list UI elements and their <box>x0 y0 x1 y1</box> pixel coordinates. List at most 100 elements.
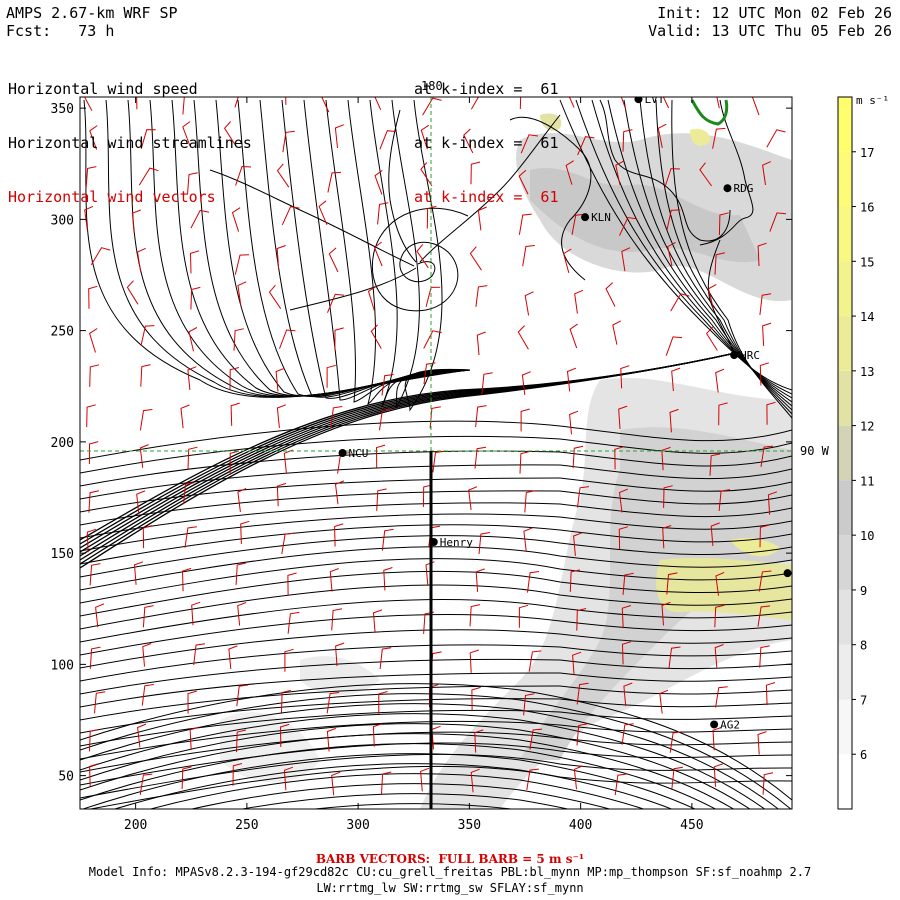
wind-barb <box>470 97 480 110</box>
wind-barb <box>463 128 474 154</box>
colorbar-bin <box>838 589 852 645</box>
header-right: Init: 12 UTC Mon 02 Feb 26 Valid: 13 UTC … <box>648 4 892 40</box>
colorbar-tick-label: 15 <box>860 255 874 269</box>
wind-barb <box>432 450 445 473</box>
station-label: AG2 <box>720 718 740 731</box>
field-level-speed: at k-index = 61 <box>414 80 559 98</box>
wind-barb <box>330 406 343 428</box>
model-info: Model Info: MPASv8.2.3-194-gf29cd82c CU:… <box>0 864 900 896</box>
wind-barb <box>190 286 201 310</box>
wind-barb <box>182 121 191 146</box>
wind-barb <box>528 650 542 672</box>
wind-barb <box>240 520 250 545</box>
wind-barb <box>478 532 490 555</box>
wind-barb <box>718 212 729 236</box>
colorbar-tick-label: 16 <box>860 201 874 215</box>
wind-barb <box>529 728 543 750</box>
wind-barb <box>762 772 774 795</box>
station-marker <box>723 184 732 193</box>
wind-barb <box>751 97 760 116</box>
wind-barb <box>524 291 534 316</box>
wind-barb <box>520 134 539 154</box>
wind-speed-shading <box>220 113 792 809</box>
wind-barb <box>89 328 98 353</box>
wind-barb <box>423 330 442 349</box>
wind-barb <box>518 213 532 235</box>
wind-barb <box>84 205 94 230</box>
wind-barb <box>281 206 300 226</box>
wind-barb <box>420 124 430 150</box>
wind-barb <box>576 682 589 705</box>
streamline <box>369 99 471 407</box>
colorbar-tick-label: 7 <box>860 693 867 707</box>
streamline <box>81 753 697 809</box>
wind-barb <box>287 572 297 596</box>
wind-barb <box>526 768 539 790</box>
wind-barb <box>95 603 105 628</box>
wind-barb <box>519 97 522 110</box>
station-marker <box>581 213 590 222</box>
wind-barb <box>139 444 149 468</box>
streamline <box>148 773 646 809</box>
wind-barb <box>572 651 582 676</box>
wind-barb <box>189 250 200 274</box>
wind-barb <box>276 482 287 507</box>
streamline <box>80 598 792 643</box>
wind-barb <box>621 605 632 629</box>
wind-barb <box>759 293 772 316</box>
wind-barb <box>331 771 341 796</box>
wind-barb <box>284 648 294 672</box>
wind-barb <box>234 97 239 108</box>
meridian-label: 180 <box>421 79 443 93</box>
field-levels: at k-index = 61 at k-index = 61 at k-ind… <box>414 44 559 224</box>
wind-barb <box>181 766 192 790</box>
wind-barb <box>475 285 488 307</box>
wind-barb <box>714 644 724 668</box>
wind-barb <box>569 323 578 349</box>
colorbar-tick-label: 6 <box>860 748 867 762</box>
wind-barb <box>223 121 236 146</box>
streamline <box>80 693 792 809</box>
wind-barb <box>668 646 681 669</box>
wind-barb <box>329 568 339 592</box>
streamline <box>80 558 792 604</box>
wind-barb <box>622 129 633 152</box>
colorbar-bin <box>838 480 852 536</box>
wind-barb <box>572 445 584 469</box>
streamline <box>575 99 792 395</box>
streamline <box>80 477 792 513</box>
wind-barb <box>662 97 670 109</box>
y-tick-label: 250 <box>51 325 74 340</box>
wind-barb <box>379 647 392 670</box>
wind-barb <box>527 571 540 593</box>
x-tick-label: 250 <box>235 818 258 833</box>
streamline <box>80 502 792 539</box>
wind-barb <box>283 766 294 791</box>
wind-barb <box>659 689 669 714</box>
station-marker <box>338 449 347 457</box>
wind-barb <box>574 289 584 314</box>
wind-barb <box>426 205 437 229</box>
wind-barb <box>759 645 770 668</box>
streamline <box>391 99 471 409</box>
wind-barb <box>141 684 154 706</box>
wind-barb <box>662 525 672 549</box>
x-tick-label: 200 <box>124 818 147 833</box>
wind-barb <box>621 723 634 745</box>
wind-barb <box>377 202 389 225</box>
streamline <box>80 513 792 552</box>
wind-barb <box>334 523 344 547</box>
wind-barb <box>762 161 772 186</box>
colorbar-bin <box>838 206 852 262</box>
wind-barb <box>379 130 397 150</box>
wind-barb <box>469 246 482 271</box>
wind-barb <box>420 162 433 187</box>
init-time: Init: 12 UTC Mon 02 Feb 26 <box>657 4 892 22</box>
colorbar-tick-label: 14 <box>860 310 874 324</box>
wind-barb <box>759 524 770 548</box>
wind-barb <box>715 686 728 708</box>
wind-barb <box>666 209 681 231</box>
wind-barb <box>182 97 185 115</box>
y-axis: 50 100 150 200 250 300 350 <box>51 102 792 785</box>
wind-barb <box>517 325 529 350</box>
